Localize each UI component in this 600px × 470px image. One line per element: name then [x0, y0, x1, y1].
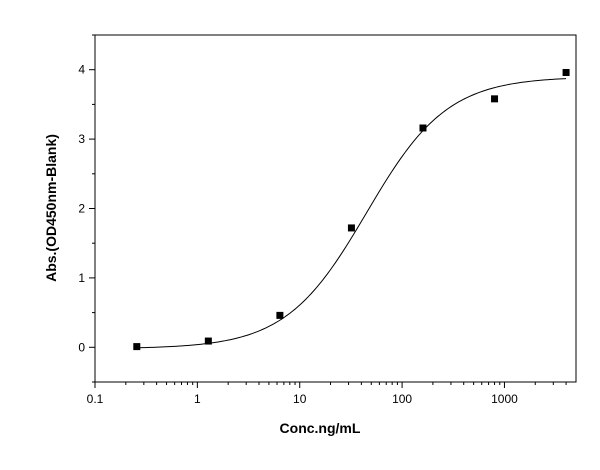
- y-tick-label: 3: [78, 132, 85, 146]
- y-tick-label: 2: [78, 202, 85, 216]
- fit-curve: [136, 78, 567, 349]
- x-tick-label: 10: [293, 392, 307, 406]
- x-tick-label: 100: [392, 392, 412, 406]
- x-tick-label: 1: [194, 392, 201, 406]
- plot-area-frame: [94, 34, 577, 383]
- y-tick-label: 4: [78, 63, 85, 77]
- data-points: [133, 68, 570, 351]
- x-tick-label: 1000: [491, 392, 518, 406]
- data-point: [562, 68, 570, 76]
- x-axis-ticks: [94, 382, 567, 388]
- data-point: [347, 224, 355, 232]
- x-tick-label: 0.1: [87, 392, 104, 406]
- y-tick-label: 0: [78, 340, 85, 354]
- data-point: [491, 95, 499, 103]
- x-axis-title: Conc.ng/mL: [280, 420, 361, 436]
- y-axis-title: Abs.(OD450nm-Blank): [43, 134, 59, 282]
- data-point: [133, 343, 141, 351]
- data-point: [419, 124, 427, 132]
- y-axis-ticks: [89, 34, 95, 383]
- y-tick-label: 1: [78, 271, 85, 285]
- data-point: [276, 311, 284, 319]
- data-point: [204, 337, 212, 345]
- y-axis-tick-labels: 0 1 2 3 4: [78, 63, 85, 355]
- x-axis-tick-labels: 0.1 1 10 100 1000: [87, 392, 518, 406]
